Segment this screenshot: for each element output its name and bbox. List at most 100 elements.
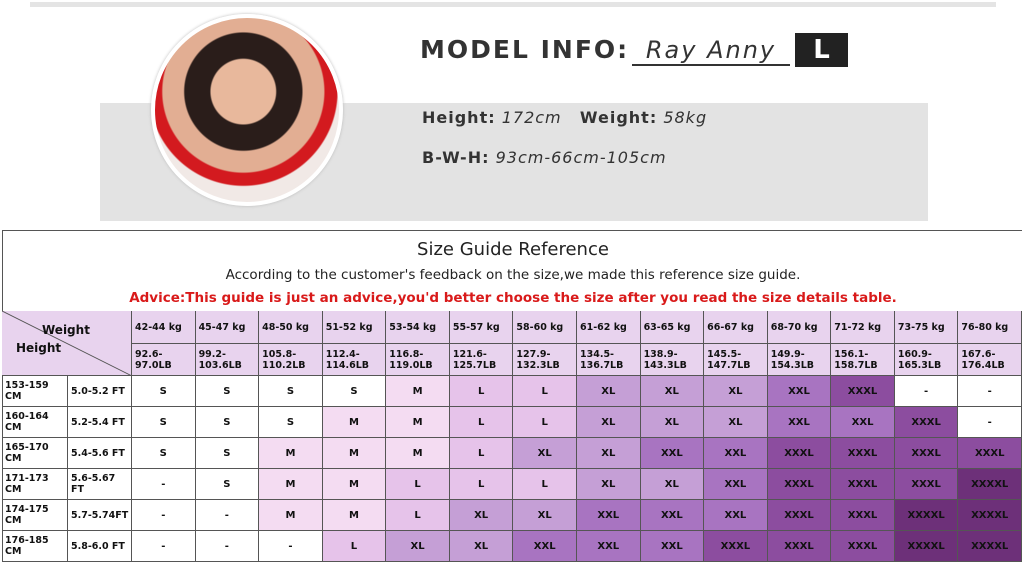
- size-cell: XL: [513, 438, 577, 469]
- size-cell: L: [322, 531, 387, 562]
- height-cm: 174-175 CM: [2, 500, 68, 531]
- size-cell: S: [132, 407, 196, 438]
- size-cell: XXL: [640, 438, 705, 469]
- size-cell: M: [259, 438, 323, 469]
- size-cell: XXXL: [831, 500, 895, 531]
- size-cell: M: [386, 376, 450, 407]
- weight-kg: 48-50 kg: [259, 311, 323, 344]
- height-ft: 5.8-6.0 FT: [68, 531, 132, 562]
- height-value: 172cm: [501, 108, 562, 127]
- weight-lb: 160.9-165.3LB: [894, 344, 959, 376]
- corner-weight: Weight: [42, 323, 90, 337]
- weight-lb: 99.2-103.6LB: [195, 344, 260, 376]
- corner-diagonal: [2, 311, 132, 376]
- bwh-label: B-W-H:: [422, 148, 490, 167]
- size-cell: M: [322, 500, 387, 531]
- size-cell: XXL: [704, 500, 768, 531]
- size-cell: XXXXL: [958, 531, 1022, 562]
- size-cell: XXXL: [958, 438, 1022, 469]
- size-cell: L: [449, 376, 514, 407]
- weight-kg: 53-54 kg: [386, 311, 450, 344]
- weight-lb: 116.8-119.0LB: [386, 344, 450, 376]
- size-cell: L: [449, 438, 514, 469]
- size-cell: XL: [577, 407, 641, 438]
- size-cell: L: [513, 376, 577, 407]
- weight-kg: 58-60 kg: [513, 311, 577, 344]
- size-cell: XXL: [767, 376, 832, 407]
- model-photo: [151, 14, 343, 206]
- height-ft: 5.6-5.67 FT: [68, 469, 132, 500]
- size-cell: -: [259, 531, 323, 562]
- size-cell: S: [259, 407, 323, 438]
- size-cell: -: [132, 531, 196, 562]
- size-cell: L: [449, 469, 514, 500]
- model-name: Ray Anny: [632, 36, 790, 66]
- size-cell: XXL: [640, 500, 705, 531]
- size-cell: XXL: [704, 438, 768, 469]
- size-cell: S: [132, 438, 196, 469]
- size-cell: XXL: [640, 531, 705, 562]
- weight-label: Weight:: [579, 108, 658, 127]
- size-cell: L: [513, 469, 577, 500]
- size-cell: XXL: [513, 531, 577, 562]
- size-cell: XXXL: [894, 438, 959, 469]
- weight-lb: 167.6-176.4LB: [958, 344, 1022, 376]
- size-cell: -: [894, 376, 959, 407]
- size-cell: XL: [577, 376, 641, 407]
- size-cell: S: [195, 376, 260, 407]
- size-table: Size Guide Reference According to the cu…: [2, 230, 1022, 562]
- height-cm: 176-185 CM: [2, 531, 68, 562]
- weight-kg: 51-52 kg: [322, 311, 387, 344]
- size-cell: S: [132, 376, 196, 407]
- height-label: Height:: [422, 108, 496, 127]
- size-cell: M: [322, 469, 387, 500]
- size-cell: XXXL: [767, 531, 832, 562]
- size-cell: XXL: [831, 407, 895, 438]
- size-cell: -: [195, 531, 260, 562]
- size-cell: XL: [640, 407, 705, 438]
- size-cell: M: [259, 469, 323, 500]
- size-cell: L: [449, 407, 514, 438]
- height-ft: 5.7-5.74FT: [68, 500, 132, 531]
- corner-height: Height: [16, 341, 62, 355]
- height-cm: 160-164 CM: [2, 407, 68, 438]
- weight-kg: 45-47 kg: [195, 311, 260, 344]
- size-cell: XXXL: [831, 469, 895, 500]
- size-cell: XL: [577, 469, 641, 500]
- size-cell: -: [958, 376, 1022, 407]
- size-cell: L: [386, 469, 450, 500]
- guide-subtitle: According to the customer's feedback on …: [225, 267, 801, 283]
- weight-kg: 73-75 kg: [894, 311, 959, 344]
- size-cell: XXXL: [767, 500, 832, 531]
- size-cell: XL: [449, 500, 514, 531]
- weight-kg: 76-80 kg: [958, 311, 1022, 344]
- weight-lb: 156.1-158.7LB: [831, 344, 895, 376]
- size-cell: M: [386, 438, 450, 469]
- size-cell: XL: [386, 531, 450, 562]
- size-cell: XL: [704, 376, 768, 407]
- size-cell: XL: [449, 531, 514, 562]
- weight-lb: 134.5-136.7LB: [577, 344, 641, 376]
- size-cell: M: [259, 500, 323, 531]
- weight-kg: 63-65 kg: [640, 311, 705, 344]
- weight-kg: 68-70 kg: [767, 311, 832, 344]
- height-ft: 5.4-5.6 FT: [68, 438, 132, 469]
- weight-kg: 42-44 kg: [132, 311, 196, 344]
- size-cell: XXXL: [831, 438, 895, 469]
- weight-lb: 138.9-143.3LB: [640, 344, 705, 376]
- size-cell: -: [195, 500, 260, 531]
- size-cell: XXXL: [704, 531, 768, 562]
- weight-value: 58kg: [663, 108, 708, 127]
- corner: Weight Height: [2, 311, 132, 376]
- size-cell: XL: [640, 376, 705, 407]
- height-cm: 153-159 CM: [2, 376, 68, 407]
- guide-title: Size Guide Reference: [417, 239, 609, 260]
- size-cell: S: [195, 407, 260, 438]
- size-cell: M: [322, 407, 387, 438]
- bwh-row: B-W-H: 93cm-66cm-105cm: [422, 148, 667, 167]
- size-cell: XXXL: [767, 469, 832, 500]
- height-ft: 5.0-5.2 FT: [68, 376, 132, 407]
- size-cell: XXL: [767, 407, 832, 438]
- size-cell: XL: [577, 438, 641, 469]
